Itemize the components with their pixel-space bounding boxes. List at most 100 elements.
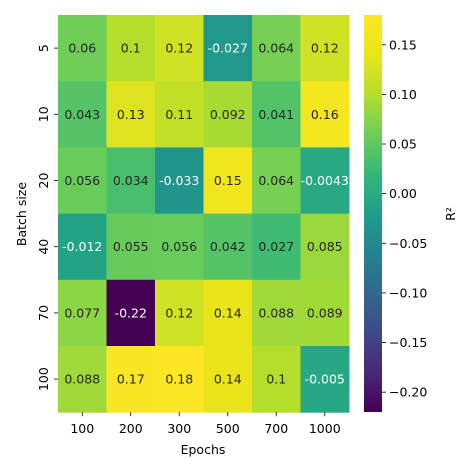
x-tick-label: 200 — [119, 421, 143, 436]
heatmap-cell — [252, 147, 301, 215]
heatmap-cell — [155, 346, 204, 413]
y-tick-label: 100 — [36, 367, 51, 391]
cell-value-label: 0.077 — [64, 305, 100, 320]
cell-value-label: 0.089 — [307, 305, 343, 320]
y-tick-label: 10 — [36, 106, 51, 122]
cell-value-label: 0.18 — [165, 372, 193, 387]
heatmap-cell — [58, 81, 107, 148]
cell-value-label: 0.14 — [214, 305, 242, 320]
heatmap-cells — [58, 15, 350, 413]
heatmap-cell — [106, 279, 156, 347]
heatmap-cell — [106, 147, 156, 215]
heatmap-cell — [300, 81, 350, 148]
heatmap-cell — [58, 213, 107, 281]
heatmap-cell — [252, 213, 301, 281]
cell-value-label: 0.027 — [258, 239, 294, 254]
heatmap-cell — [155, 81, 204, 148]
cell-value-label: -0.012 — [62, 239, 102, 254]
cell-value-label: 0.041 — [258, 107, 294, 122]
x-tick-label: 1000 — [309, 421, 341, 436]
cell-value-label: 0.14 — [214, 372, 242, 387]
colorbar-label: R² — [443, 207, 458, 221]
heatmap-cell — [203, 147, 253, 215]
heatmap-cell — [252, 15, 301, 82]
heatmap-cell — [106, 15, 156, 82]
colorbar-tick-label: 0.05 — [389, 137, 417, 152]
cell-value-label: -0.22 — [115, 305, 147, 320]
cell-value-label: -0.033 — [159, 173, 199, 188]
cell-value-label: 0.1 — [266, 372, 286, 387]
cell-value-label: 0.1 — [121, 41, 141, 56]
y-tick-label: 40 — [36, 239, 51, 255]
colorbar — [364, 15, 382, 412]
colorbar-tick-label: −0.15 — [389, 335, 427, 350]
heatmap-cell — [155, 147, 204, 215]
heatmap-cell — [300, 346, 350, 413]
y-axis-ticks: 5 10 20 40 70 100 — [36, 44, 58, 391]
heatmap-cell — [155, 213, 204, 281]
x-tick-label: 500 — [216, 421, 240, 436]
cell-value-label: 0.12 — [165, 305, 193, 320]
cell-value-label: 0.085 — [307, 239, 343, 254]
heatmap-cell-labels: 0.06 0.1 0.12 -0.027 0.064 0.12 0.043 0.13 0.11 0… — [62, 41, 349, 387]
cell-value-label: -0.005 — [305, 372, 345, 387]
heatmap-cell — [252, 346, 301, 413]
x-tick-label: 100 — [70, 421, 94, 436]
x-tick-label: 700 — [264, 421, 288, 436]
heatmap-cell — [203, 15, 253, 82]
heatmap-cell — [155, 15, 204, 82]
y-tick-label: 70 — [36, 305, 51, 321]
heatmap-cell — [106, 213, 156, 281]
cell-value-label: 0.17 — [117, 372, 145, 387]
y-tick-label: 20 — [36, 173, 51, 189]
cell-value-label: 0.16 — [311, 107, 339, 122]
colorbar-tick-label: −0.20 — [389, 385, 427, 400]
cell-value-label: 0.088 — [64, 372, 100, 387]
cell-value-label: 0.042 — [210, 239, 246, 254]
y-axis-label: Batch size — [14, 182, 29, 246]
heatmap-cell — [58, 279, 107, 347]
cell-value-label: 0.11 — [165, 107, 193, 122]
colorbar-ticks: 0.15 0.10 0.05 0.00 −0.05 −0.10 −0.15 −0.20 — [382, 37, 427, 400]
heatmap-cell — [58, 147, 107, 215]
colorbar-tick-label: 0.00 — [389, 186, 417, 201]
colorbar-tick-label: 0.10 — [389, 87, 417, 102]
cell-value-label: 0.088 — [258, 305, 294, 320]
heatmap-cell — [300, 213, 350, 281]
heatmap-cell — [106, 346, 156, 413]
heatmap-cell — [300, 147, 350, 215]
cell-value-label: 0.056 — [161, 239, 197, 254]
x-axis-ticks: 100 200 300 500 700 1000 — [70, 412, 341, 436]
heatmap-cell — [203, 81, 253, 148]
cell-value-label: 0.15 — [214, 173, 242, 188]
cell-value-label: 0.034 — [113, 173, 149, 188]
cell-value-label: 0.064 — [258, 41, 294, 56]
colorbar-tick-label: −0.10 — [389, 285, 427, 300]
y-tick-label: 5 — [36, 44, 51, 52]
cell-value-label: 0.12 — [311, 41, 339, 56]
heatmap-cell — [252, 279, 301, 347]
heatmap-cell — [58, 15, 107, 82]
heatmap-cell — [203, 213, 253, 281]
cell-value-label: 0.06 — [68, 41, 96, 56]
heatmap-cell — [252, 81, 301, 148]
heatmap-cell — [58, 346, 107, 413]
cell-value-label: -0.0043 — [301, 173, 349, 188]
cell-value-label: 0.13 — [117, 107, 145, 122]
heatmap-cell — [106, 81, 156, 148]
heatmap-cell — [300, 15, 350, 82]
cell-value-label: 0.055 — [113, 239, 149, 254]
cell-value-label: 0.092 — [210, 107, 246, 122]
x-tick-label: 300 — [167, 421, 191, 436]
cell-value-label: -0.027 — [208, 41, 248, 56]
cell-value-label: 0.064 — [258, 173, 294, 188]
cell-value-label: 0.043 — [64, 107, 100, 122]
colorbar-tick-label: 0.15 — [389, 37, 417, 52]
cell-value-label: 0.056 — [64, 173, 100, 188]
heatmap-cell — [203, 346, 253, 413]
heatmap-cell — [155, 279, 204, 347]
x-axis-label: Epochs — [181, 442, 226, 457]
cell-value-label: 0.12 — [165, 41, 193, 56]
colorbar-tick-label: −0.05 — [389, 236, 427, 251]
